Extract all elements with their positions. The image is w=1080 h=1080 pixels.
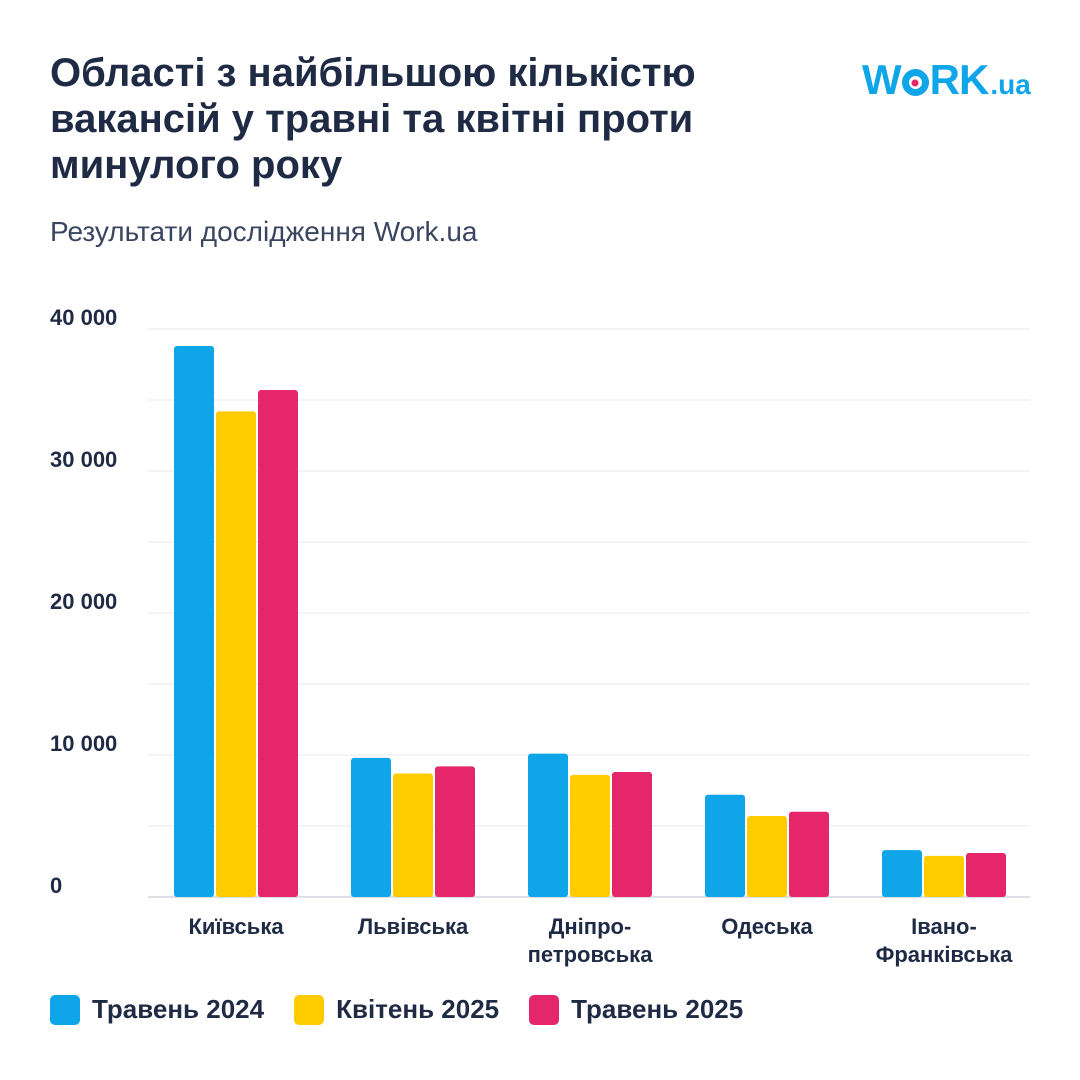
logo-domain: .ua <box>990 69 1031 100</box>
bar <box>924 855 964 897</box>
legend-item-april-2025: Квітень 2025 <box>294 994 499 1025</box>
x-category-label: Дніпро-петровська <box>528 914 654 967</box>
legend-swatch-may-2024 <box>50 994 80 1025</box>
bar <box>174 346 214 897</box>
legend-item-may-2025: Травень 2025 <box>529 994 743 1025</box>
logo-text-w: W <box>862 56 902 103</box>
y-tick-label: 0 <box>50 873 62 898</box>
x-category-label-line: Дніпро- <box>549 914 632 939</box>
chart-subtitle: Результати дослідження Work.ua <box>50 216 478 247</box>
workua-logo[interactable]: W RK .ua <box>862 56 1031 104</box>
legend-label-april-2025: Квітень 2025 <box>336 994 500 1024</box>
bar <box>789 811 829 897</box>
x-category-label: Івано- Франківська <box>876 914 1014 967</box>
bar <box>393 773 433 897</box>
x-category-label: Львівська <box>358 914 469 939</box>
legend-swatch-may-2025 <box>529 994 560 1025</box>
x-category-label-line: петровська <box>528 942 654 967</box>
bar <box>612 772 652 897</box>
x-category-label-line: Івано- <box>911 914 977 939</box>
bar <box>966 852 1006 897</box>
legend-item-may-2024: Травень 2024 <box>50 994 264 1025</box>
bar <box>528 753 568 897</box>
y-tick-label: 10 000 <box>50 731 117 756</box>
chart-title: Області з найбільшою кількістю вакансій … <box>50 51 696 187</box>
x-category-label: Київська <box>188 914 284 939</box>
x-category-label-line: Франківська <box>876 942 1014 967</box>
bar <box>705 794 745 897</box>
x-category-label-line: Київська <box>188 914 284 939</box>
bar <box>747 816 787 897</box>
y-tick-label: 40 000 <box>50 305 117 330</box>
bar <box>435 766 475 897</box>
legend: Травень 2024 Квітень 2025 Травень 2025 <box>50 994 743 1025</box>
bar <box>570 774 610 897</box>
bar <box>882 850 922 897</box>
bar <box>351 757 391 897</box>
legend-label-may-2024: Травень 2024 <box>92 994 265 1024</box>
bar <box>216 411 256 897</box>
x-category-label-line: Львівська <box>358 914 469 939</box>
y-tick-label: 20 000 <box>50 589 117 614</box>
y-tick-label: 30 000 <box>50 447 117 472</box>
bar-chart: 40 000 30 000 20 000 10 000 0 Київська Львівсь… <box>50 305 1030 967</box>
bar <box>258 390 298 897</box>
legend-label-may-2025: Травень 2025 <box>571 994 744 1024</box>
logo-target-icon <box>901 69 929 96</box>
x-category-label: Одеська <box>721 914 813 939</box>
legend-swatch-april-2025 <box>294 994 325 1025</box>
x-category-label-line: Одеська <box>721 914 813 939</box>
logo-text-rk: RK <box>929 56 990 103</box>
